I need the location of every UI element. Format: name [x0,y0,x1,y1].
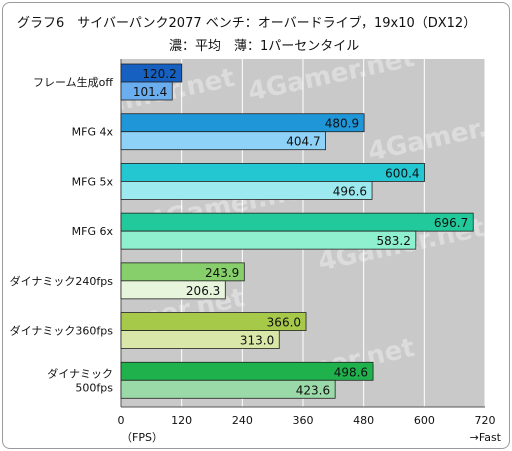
bar-percentile1 [120,131,326,151]
chart-svg: グラフ6 サイバーパンク2077 ベンチ：オーバードライブ，19x10（DX12… [10,15,509,444]
category-label: MFG 4x [72,126,114,139]
value-label: 423.6 [296,383,330,397]
value-label: 243.9 [205,266,239,280]
x-tick-label: 0 [118,414,125,427]
category-label: MFG 5x [72,175,114,188]
x-tick-label: 720 [475,414,496,427]
value-label: 366.0 [267,316,301,330]
bar-average [120,212,474,232]
bar-layer: 120.2 101.4 480.9 404.7 600.4 496.6 696.7 583.2… [120,63,474,399]
x-tick-label: 120 [171,414,192,427]
direction-label: →Fast [470,431,502,444]
value-label: 206.3 [186,284,220,298]
chart-subtitle: 濃：平均 薄：1パーセンタイル [169,39,359,54]
value-label: 120.2 [142,67,176,81]
bar-percentile1 [120,280,226,300]
x-tick-label: 600 [414,414,435,427]
value-label: 480.9 [325,117,359,131]
value-label: 496.6 [333,184,367,198]
category-label: ダイナミック360fps [10,324,114,338]
x-tick-label: 240 [232,414,253,427]
bar-percentile1 [120,230,417,250]
bar-average [120,163,425,182]
category-label: フレーム生成off [33,75,113,89]
x-tick-label: 360 [293,414,314,427]
x-axis-label: （FPS） [121,431,163,444]
bar-percentile1 [120,81,173,101]
category-label: 500fps [75,381,113,394]
category-label: MFG 6x [72,225,114,238]
bar-percentile1 [120,181,373,200]
category-label: ダイナミック240fps [10,274,114,288]
value-label: 313.0 [240,334,274,348]
value-label: 583.2 [376,234,410,248]
x-axis-ticks: 0 120 240 360 480 600 720 [118,414,496,427]
value-label: 498.6 [334,365,368,379]
value-label: 600.4 [385,166,419,180]
bar-percentile1 [120,330,280,349]
x-tick-label: 480 [353,414,374,427]
chart-title: グラフ6 サイバーパンク2077 ベンチ：オーバードライブ，19x10（DX12… [17,15,476,31]
category-labels: フレーム生成off MFG 4x MFG 5x MFG 6x ダイナミック240fps ダ… [10,75,114,394]
value-label: 101.4 [133,85,167,99]
value-label: 404.7 [286,135,320,149]
category-label: ダイナミック [47,366,113,380]
bar-percentile1 [120,379,336,399]
value-label: 696.7 [434,216,468,230]
